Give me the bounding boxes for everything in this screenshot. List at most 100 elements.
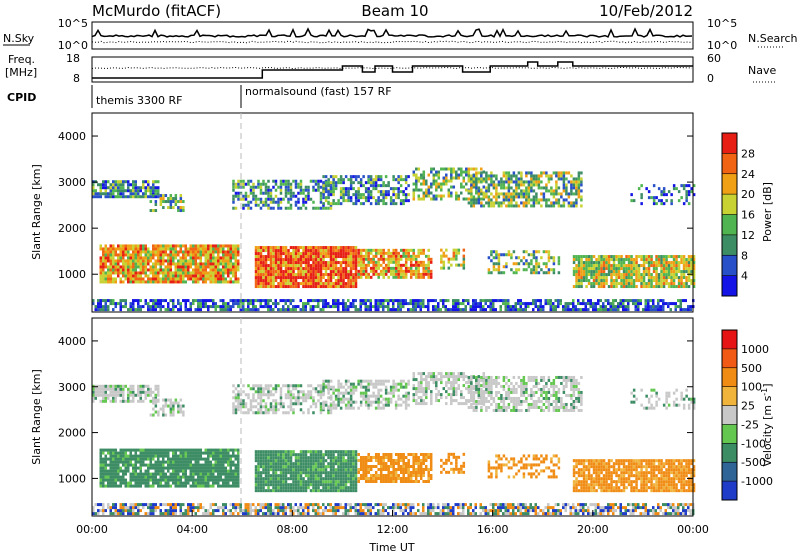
range-time-cell	[122, 256, 125, 260]
range-time-cell	[207, 484, 210, 488]
range-time-cell	[342, 196, 345, 200]
range-time-cell	[552, 271, 556, 275]
range-time-cell	[129, 472, 133, 476]
range-time-cell	[224, 484, 228, 488]
range-time-cell	[367, 254, 370, 258]
range-time-cell	[279, 191, 283, 195]
range-time-cell	[229, 259, 233, 263]
range-time-cell	[349, 279, 353, 283]
range-time-cell	[174, 454, 178, 458]
range-time-cell	[577, 299, 580, 303]
power-plot-frame	[91, 112, 694, 313]
range-time-cell	[492, 183, 496, 187]
range-time-cell	[542, 305, 545, 309]
range-time-cell	[312, 179, 315, 183]
range-time-cell	[227, 481, 230, 485]
range-time-cell	[112, 448, 115, 452]
range-time-cell	[204, 247, 208, 251]
range-time-cell	[592, 276, 596, 280]
range-time-cell	[339, 276, 343, 280]
range-time-cell	[670, 273, 673, 277]
range-time-cell	[302, 203, 305, 207]
range-time-cell	[204, 265, 208, 269]
range-time-cell	[547, 268, 551, 272]
range-time-cell	[387, 305, 390, 309]
range-time-cell	[202, 472, 205, 476]
range-time-cell	[99, 475, 103, 479]
range-time-cell	[662, 190, 666, 194]
range-time-cell	[262, 203, 265, 207]
range-time-cell	[657, 255, 661, 259]
range-time-cell	[197, 463, 200, 467]
range-time-cell	[334, 181, 338, 185]
range-time-cell	[109, 277, 113, 281]
range-time-cell	[234, 274, 238, 278]
range-time-cell	[277, 474, 280, 478]
range-time-cell	[277, 258, 280, 262]
range-time-cell	[179, 250, 183, 254]
range-time-cell	[357, 187, 360, 191]
range-time-cell	[689, 308, 692, 312]
range-time-cell	[352, 305, 355, 309]
range-time-cell	[212, 457, 215, 461]
range-time-cell	[685, 184, 688, 188]
range-time-cell	[269, 282, 273, 286]
range-time-cell	[414, 257, 418, 261]
range-time-cell	[257, 282, 260, 286]
range-time-cell	[264, 483, 268, 487]
range-time-cell	[127, 448, 130, 452]
range-time-cell	[397, 193, 400, 197]
range-time-cell	[132, 256, 135, 260]
range-time-cell	[472, 195, 476, 199]
range-time-cell	[422, 305, 425, 309]
range-time-cell	[420, 188, 423, 192]
range-time-cell	[222, 472, 225, 476]
range-time-cell	[242, 299, 245, 303]
range-time-cell	[204, 481, 208, 485]
range-time-cell	[547, 189, 551, 193]
range-time-cell	[512, 250, 516, 254]
range-time-cell	[119, 256, 123, 260]
range-time-cell	[117, 384, 120, 388]
range-time-cell	[172, 259, 175, 263]
range-time-cell	[397, 269, 400, 273]
range-time-cell	[632, 267, 636, 271]
range-time-cell	[672, 276, 676, 280]
range-time-cell	[137, 265, 140, 269]
range-time-cell	[279, 285, 283, 289]
range-time-cell	[422, 260, 425, 264]
range-time-cell	[154, 472, 158, 476]
range-time-cell	[647, 276, 651, 280]
range-time-cell	[482, 177, 486, 181]
range-time-cell	[229, 262, 233, 266]
range-time-cell	[682, 282, 686, 286]
range-time-cell	[129, 192, 132, 196]
range-time-cell	[652, 196, 656, 200]
range-time-cell	[644, 299, 647, 303]
range-time-cell	[527, 192, 531, 196]
range-time-cell	[510, 256, 513, 260]
range-time-cell	[435, 194, 438, 198]
range-time-cell	[257, 246, 260, 250]
range-time-cell	[610, 258, 613, 262]
range-time-cell	[357, 260, 360, 264]
range-time-cell	[622, 282, 626, 286]
range-time-cell	[184, 268, 188, 272]
range-time-cell	[422, 182, 426, 186]
range-time-cell	[422, 170, 426, 174]
range-time-cell	[227, 244, 230, 248]
range-time-cell	[382, 275, 385, 279]
range-time-cell	[124, 472, 128, 476]
range-time-cell	[124, 195, 127, 199]
range-time-cell	[409, 272, 413, 276]
range-time-cell	[204, 457, 208, 461]
range-time-cell	[189, 265, 193, 269]
range-time-cell	[204, 256, 208, 260]
range-time-cell	[107, 451, 110, 455]
range-time-cell	[169, 472, 173, 476]
range-time-cell	[297, 249, 300, 253]
range-time-cell	[272, 261, 275, 265]
range-time-cell	[437, 305, 440, 309]
range-time-cell	[672, 264, 676, 268]
range-time-cell	[234, 250, 238, 254]
